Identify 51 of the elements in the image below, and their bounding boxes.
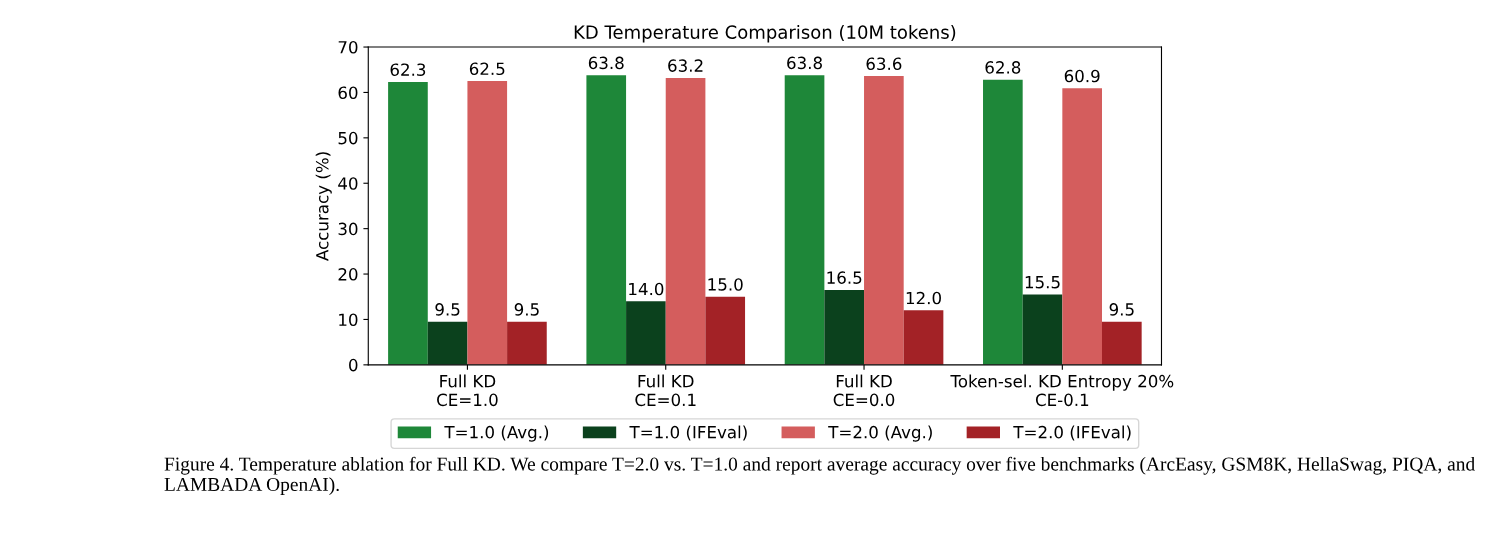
bar xyxy=(507,321,547,365)
legend-label: T=2.0 (Avg.) xyxy=(828,425,932,442)
x-tick-label: Full KD CE=0.1 xyxy=(635,374,696,407)
caption: Figure 4. Temperature ablation for Full KD. We compare T=2.0 vs. T=1.0 and report average accuracy over five benchmarks (ArcEasy, GSM8K, HellaSwag, PIQA, and LAMBADA OpenAI). xyxy=(164,456,1475,495)
data-label: 62.5 xyxy=(469,62,505,76)
y-tick-label: 70 xyxy=(338,41,358,54)
bar xyxy=(626,301,666,365)
data-label: 63.2 xyxy=(668,59,703,72)
bar xyxy=(705,296,746,365)
data-label: 15.0 xyxy=(708,278,743,291)
y-tick-label: 10 xyxy=(339,313,358,327)
data-label: 60.9 xyxy=(1064,69,1100,83)
data-label: 9.5 xyxy=(514,303,539,316)
bar xyxy=(903,310,944,365)
legend-label: T=2.0 (IFEval) xyxy=(1013,425,1131,441)
bar xyxy=(1062,88,1102,365)
data-label: 62.3 xyxy=(390,63,426,76)
legend-label: T=1.0 (IFEval) xyxy=(629,425,747,441)
data-label: 9.5 xyxy=(435,303,460,316)
data-label: 14.0 xyxy=(629,282,664,296)
y-tick-label: 20 xyxy=(338,268,358,281)
data-label: 63.8 xyxy=(787,56,822,70)
y-tick-label: 40 xyxy=(338,177,358,190)
data-label: 15.5 xyxy=(1025,276,1060,289)
y-tick-label: 60 xyxy=(338,86,358,100)
y-axis-title: Accuracy (%) xyxy=(315,152,332,261)
bar xyxy=(665,77,706,365)
data-label: 63.6 xyxy=(866,57,902,71)
x-tick-label: Full KD CE=1.0 xyxy=(437,374,498,407)
data-label: 63.8 xyxy=(588,56,624,70)
data-label: 16.5 xyxy=(827,271,862,284)
bar xyxy=(467,81,508,365)
y-tick-label: 50 xyxy=(338,131,358,145)
data-label: 62.8 xyxy=(985,61,1021,74)
data-label: 9.5 xyxy=(1109,303,1134,316)
x-tick-label: Token-sel. KD Entropy 20% CE-0.1 xyxy=(950,374,1174,407)
bar xyxy=(388,82,428,365)
bar xyxy=(1022,294,1063,365)
bar xyxy=(784,75,825,365)
bar xyxy=(427,321,468,365)
data-label: 12.0 xyxy=(906,291,941,305)
y-tick-label: 0 xyxy=(349,358,358,372)
bar xyxy=(983,79,1023,365)
chart-title: KD Temperature Comparison (10M tokens) xyxy=(574,24,956,43)
bar xyxy=(1102,321,1142,365)
legend-label: T=1.0 (Avg.) xyxy=(444,425,549,442)
bar xyxy=(864,76,904,365)
x-tick-label: Full KD CE=0.0 xyxy=(833,374,895,407)
bar xyxy=(824,289,865,365)
bar xyxy=(586,75,627,365)
y-tick-label: 30 xyxy=(338,222,358,236)
